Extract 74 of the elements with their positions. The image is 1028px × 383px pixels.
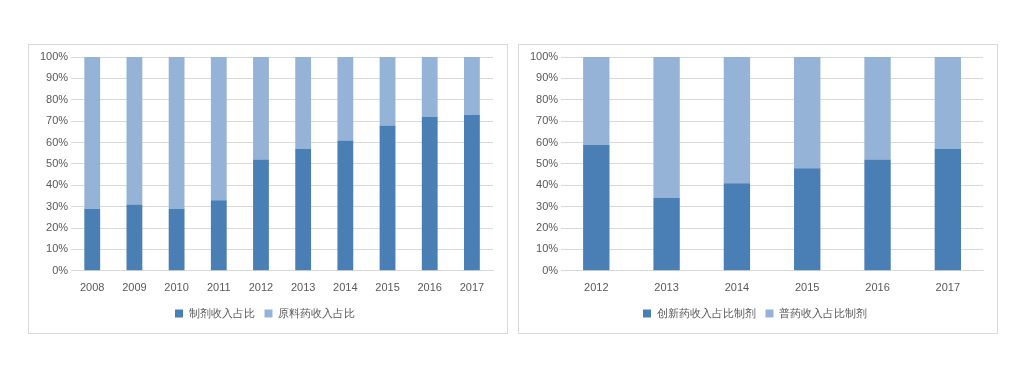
x-tick-label: 2008 — [79, 281, 105, 294]
legend-label: 创新药收入占比制剂 — [656, 306, 756, 319]
x-tick-label: 2017 — [459, 281, 485, 294]
bar — [794, 168, 821, 271]
y-tick-label: 60% — [536, 135, 559, 148]
y-tick-label: 100% — [529, 50, 559, 63]
x-tick-label: 2009 — [122, 281, 147, 294]
bar — [84, 208, 101, 271]
y-tick-label: 90% — [536, 71, 559, 84]
y-tick-label: 0% — [52, 263, 69, 276]
bar — [934, 148, 962, 271]
bar — [723, 57, 751, 184]
y-tick-label: 40% — [46, 178, 69, 191]
y-tick-label: 70% — [536, 114, 559, 127]
x-tick-label: 2012 — [248, 281, 274, 294]
bar — [168, 57, 185, 209]
x-tick-label: 2014 — [333, 281, 358, 294]
y-tick-label: 50% — [46, 156, 69, 169]
bar — [84, 57, 101, 209]
y-tick-label: 90% — [46, 71, 69, 84]
x-tick-label: 2015 — [794, 281, 820, 294]
y-tick-label: 30% — [536, 199, 559, 212]
bar — [210, 57, 227, 201]
bar — [464, 57, 480, 115]
x-tick-label: 2015 — [375, 281, 400, 294]
x-tick-label: 2012 — [584, 281, 609, 294]
bar — [653, 198, 680, 271]
bar — [337, 57, 354, 141]
bar — [253, 159, 269, 271]
bar — [653, 57, 680, 199]
x-tick-label: 2016 — [865, 281, 890, 294]
bar — [168, 208, 185, 271]
x-tick-label: 2013 — [654, 281, 679, 294]
bar — [864, 57, 891, 160]
x-tick-label: 2013 — [290, 281, 316, 294]
bar — [210, 200, 227, 271]
y-tick-label: 10% — [46, 242, 69, 255]
y-tick-label: 70% — [46, 114, 69, 127]
y-tick-label: 20% — [46, 221, 69, 234]
x-tick-label: 2016 — [417, 281, 442, 294]
bar — [253, 57, 269, 160]
bar — [583, 144, 610, 271]
bar — [864, 159, 891, 271]
bar — [794, 57, 821, 169]
y-tick-label: 50% — [536, 156, 559, 169]
y-tick-label: 10% — [536, 242, 559, 255]
bar — [464, 114, 480, 271]
x-tick-label: 2014 — [724, 281, 750, 294]
y-tick-label: 0% — [542, 263, 559, 276]
y-tick-label: 80% — [536, 92, 559, 105]
y-tick-label: 20% — [536, 221, 559, 234]
bar — [379, 125, 396, 271]
bar — [421, 57, 438, 117]
bar — [723, 183, 751, 271]
y-tick-label: 60% — [46, 135, 69, 148]
x-tick-label: 2017 — [935, 281, 961, 294]
bar — [583, 57, 610, 145]
x-tick-label: 2010 — [164, 281, 189, 294]
bar — [295, 57, 312, 149]
y-tick-label: 100% — [39, 50, 69, 63]
y-tick-label: 80% — [46, 92, 69, 105]
bar — [295, 148, 312, 271]
legend-label: 制剂收入占比 — [188, 306, 255, 319]
y-tick-label: 40% — [536, 178, 559, 191]
bar — [337, 140, 354, 271]
bar — [126, 57, 143, 205]
bar — [421, 116, 438, 271]
legend-label: 普药收入占比制剂 — [779, 306, 867, 319]
x-tick-label: 2011 — [206, 281, 231, 294]
y-tick-label: 30% — [46, 199, 69, 212]
bar — [126, 204, 143, 271]
bar — [379, 57, 396, 126]
bar — [934, 57, 962, 149]
legend-label: 原料药收入占比 — [278, 306, 355, 319]
